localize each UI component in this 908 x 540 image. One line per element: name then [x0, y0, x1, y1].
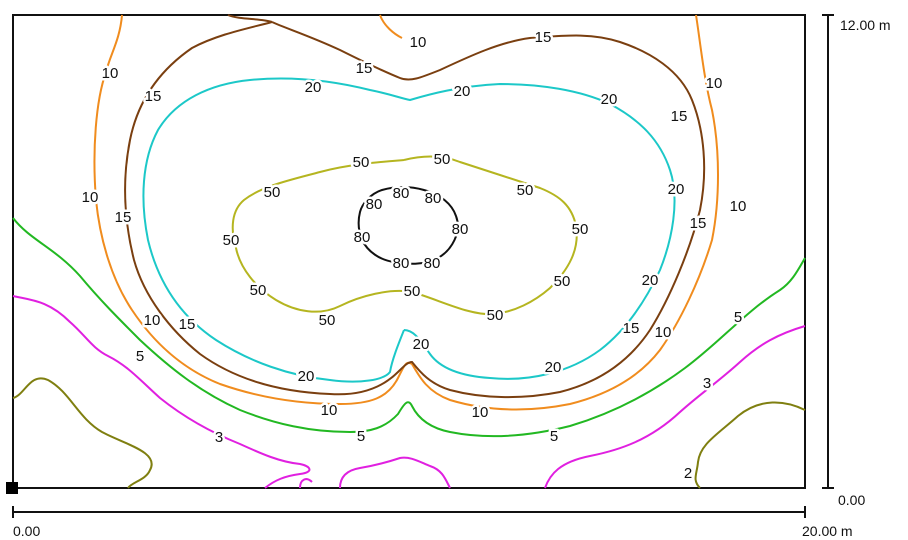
contour-label: 15	[179, 316, 196, 333]
contour-label: 15	[671, 108, 688, 125]
contour-label: 2	[684, 465, 692, 482]
y-axis-bottom-label: 0.00	[838, 492, 865, 508]
contour-label: 15	[356, 60, 373, 77]
contour-3-line-left	[12, 295, 311, 489]
contour-50-line	[231, 155, 578, 316]
contour-label: 80	[452, 221, 469, 238]
contour-label: 10	[410, 34, 427, 51]
contour-50	[231, 155, 578, 316]
contour-label: 20	[642, 272, 659, 289]
y-axis	[822, 14, 834, 489]
contour-label: 15	[115, 209, 132, 226]
contour-label: 15	[145, 88, 162, 105]
contour-label: 20	[298, 368, 315, 385]
contour-labels: 10 15 10 15 15 20 20 10 20 15 50 50 10 5…	[79, 27, 749, 485]
contour-label: 50	[554, 273, 571, 290]
contour-label: 50	[404, 283, 421, 300]
contour-label: 80	[425, 190, 442, 207]
contour-label: 50	[434, 151, 451, 168]
contour-label: 80	[393, 185, 410, 202]
contour-10	[93, 14, 719, 411]
contour-20-line	[142, 77, 676, 383]
contour-label: 5	[136, 348, 144, 365]
contour-label: 50	[487, 307, 504, 324]
contour-label: 5	[550, 428, 558, 445]
contour-label: 10	[82, 189, 99, 206]
plot-frame	[12, 14, 806, 489]
contour-label: 10	[655, 324, 672, 341]
contour-label: 50	[517, 182, 534, 199]
contour-15-line-main	[124, 21, 706, 399]
contour-10-line-top	[379, 14, 403, 39]
y-axis-top-label: 12.00 m	[840, 17, 891, 33]
contour-label: 20	[305, 79, 322, 96]
contour-label: 50	[353, 154, 370, 171]
contour-3-line-mid	[339, 456, 451, 489]
x-axis-end-label: 20.00 m	[802, 523, 853, 539]
contour-label: 10	[472, 404, 489, 421]
x-axis-start-label: 0.00	[13, 523, 40, 539]
contour-label: 50	[319, 312, 336, 329]
contour-label: 80	[354, 229, 371, 246]
contour-label: 20	[545, 359, 562, 376]
contour-5	[12, 217, 806, 438]
contour-label: 3	[215, 429, 223, 446]
contour-2-line-left	[12, 377, 153, 489]
contour-label: 10	[730, 198, 747, 215]
contour-3-line-mid2	[299, 478, 313, 489]
contour-label: 80	[366, 196, 383, 213]
contour-20	[142, 77, 676, 383]
contour-5-line	[12, 217, 806, 438]
contour-label: 3	[703, 375, 711, 392]
contour-label: 80	[393, 255, 410, 272]
origin-marker	[6, 482, 18, 494]
contour-2	[12, 377, 806, 489]
contour-label: 5	[734, 309, 742, 326]
contour-label: 10	[321, 402, 338, 419]
contour-label: 15	[623, 320, 640, 337]
contour-label: 10	[706, 75, 723, 92]
contour-10-line-main	[93, 14, 719, 411]
contour-label: 20	[413, 336, 430, 353]
contour-label: 15	[535, 29, 552, 46]
contour-label: 20	[668, 181, 685, 198]
contour-label: 80	[424, 255, 441, 272]
contour-label: 50	[572, 221, 589, 238]
contour-80	[357, 186, 459, 265]
contour-label: 5	[357, 428, 365, 445]
contour-3	[12, 295, 806, 489]
contour-label: 15	[690, 215, 707, 232]
contour-label: 10	[102, 65, 119, 82]
contour-label: 50	[250, 282, 267, 299]
x-axis	[12, 506, 806, 518]
contour-label: 20	[601, 91, 618, 108]
contour-label: 50	[223, 232, 240, 249]
contour-15-line-top	[227, 14, 273, 23]
contour-label: 50	[264, 184, 281, 201]
contour-2-line-right	[694, 401, 806, 489]
contour-label: 20	[454, 83, 471, 100]
contour-3-line-right	[544, 325, 806, 489]
contour-80-line	[357, 186, 459, 265]
contour-15	[124, 14, 706, 399]
contour-label: 10	[144, 312, 161, 329]
